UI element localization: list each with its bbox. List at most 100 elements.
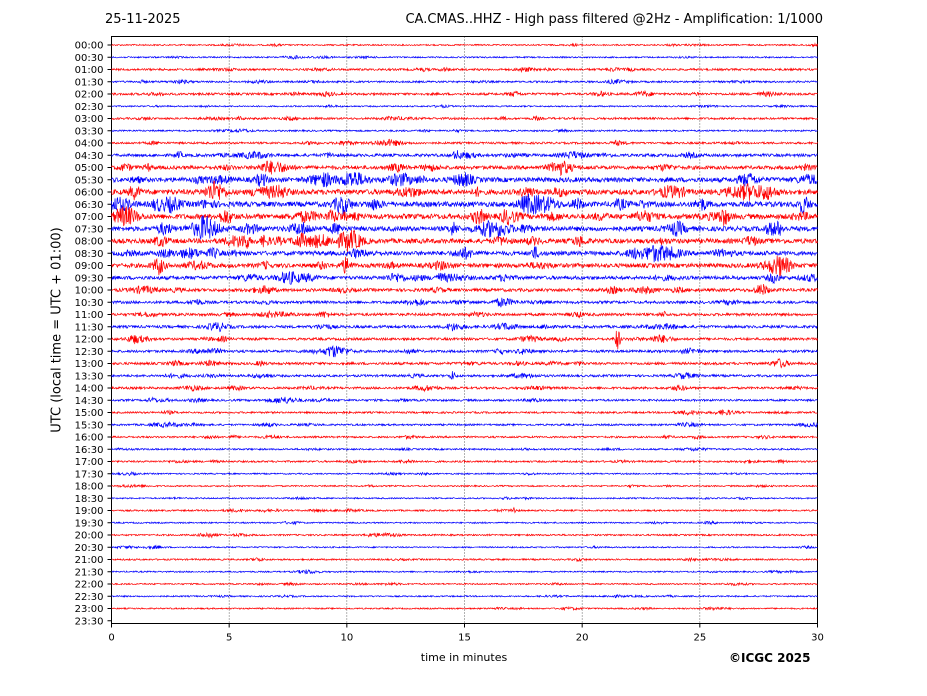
y-tick-label: 09:00 <box>75 261 104 272</box>
x-tick-label: 15 <box>458 633 471 644</box>
trace-0730 <box>111 215 818 241</box>
trace-0400 <box>111 138 818 147</box>
trace-0530 <box>111 172 818 188</box>
x-axis-label: time in minutes <box>420 651 508 664</box>
trace-1100 <box>111 309 818 319</box>
x-tick-label: 25 <box>693 633 706 644</box>
trace-1930 <box>111 520 818 526</box>
y-tick-label: 08:00 <box>75 237 104 248</box>
trace-0130 <box>111 78 818 85</box>
x-tick-label: 10 <box>340 633 353 644</box>
y-tick-label: 14:00 <box>75 384 104 395</box>
trace-1000 <box>111 284 818 295</box>
trace-1130 <box>111 322 818 333</box>
trace-0300 <box>111 115 818 122</box>
y-tick-label: 19:00 <box>75 506 104 517</box>
trace-0230 <box>111 103 818 109</box>
trace-1330 <box>111 371 818 380</box>
trace-1430 <box>111 396 818 404</box>
trace-1400 <box>111 384 818 393</box>
trace-0030 <box>111 54 818 60</box>
y-tick-label: 22:00 <box>75 580 104 591</box>
y-tick-label: 12:00 <box>75 335 104 346</box>
x-tick-label: 5 <box>226 633 232 644</box>
y-tick-label: 20:30 <box>75 543 104 554</box>
y-tick-label: 03:00 <box>75 114 104 125</box>
y-tick-label: 13:30 <box>75 371 104 382</box>
trace-2030 <box>111 544 818 550</box>
y-tick-label: 19:30 <box>75 518 104 529</box>
y-tick-label: 05:00 <box>75 163 104 174</box>
y-tick-label: 17:00 <box>75 457 104 468</box>
y-tick-label: 01:00 <box>75 65 104 76</box>
trace-0930 <box>111 271 818 285</box>
y-tick-label: 16:00 <box>75 433 104 444</box>
y-tick-label: 15:00 <box>75 408 104 419</box>
trace-1500 <box>111 409 818 416</box>
y-tick-label: 04:30 <box>75 151 104 162</box>
y-tick-label: 07:30 <box>75 224 104 235</box>
trace-2230 <box>111 594 818 599</box>
y-tick-label: 18:30 <box>75 494 104 505</box>
y-tick-label: 12:30 <box>75 347 104 358</box>
trace-1030 <box>111 297 818 308</box>
trace-0430 <box>111 150 818 160</box>
y-tick-label: 01:30 <box>75 77 104 88</box>
y-tick-label: 23:00 <box>75 604 104 615</box>
y-tick-label: 09:30 <box>75 273 104 284</box>
y-tick-label: 23:30 <box>75 616 104 627</box>
trace-1800 <box>111 483 818 489</box>
copyright-label: ©ICGC 2025 <box>729 651 811 665</box>
trace-layer <box>111 42 818 612</box>
y-tick-label: 00:00 <box>75 41 104 52</box>
y-tick-label: 21:00 <box>75 555 104 566</box>
trace-1700 <box>111 458 818 465</box>
x-tick-label: 20 <box>576 633 589 644</box>
y-tick-label: 14:30 <box>75 396 104 407</box>
trace-0800 <box>111 229 818 253</box>
y-tick-label: 10:00 <box>75 286 104 297</box>
trace-0700 <box>111 206 818 227</box>
trace-0330 <box>111 128 818 134</box>
trace-2130 <box>111 569 818 575</box>
trace-2300 <box>111 605 818 612</box>
y-tick-label: 18:00 <box>75 482 104 493</box>
y-tick-label: 05:30 <box>75 175 104 186</box>
y-tick-label: 11:30 <box>75 322 104 333</box>
x-tick-label: 0 <box>108 633 114 644</box>
trace-2200 <box>111 581 818 587</box>
y-tick-label: 22:30 <box>75 592 104 603</box>
y-tick-label: 21:30 <box>75 567 104 578</box>
trace-0830 <box>111 244 818 263</box>
y-tick-label: 04:00 <box>75 139 104 150</box>
trace-0630 <box>111 193 818 215</box>
trace-1600 <box>111 434 818 441</box>
y-tick-label: 13:00 <box>75 359 104 370</box>
y-tick-label: 02:30 <box>75 102 104 113</box>
trace-0200 <box>111 89 818 98</box>
trace-2000 <box>111 531 818 539</box>
grid-layer <box>228 36 701 624</box>
y-tick-label: 07:00 <box>75 212 104 223</box>
y-tick-label: 06:30 <box>75 200 104 211</box>
y-tick-label: 02:00 <box>75 90 104 101</box>
trace-1730 <box>111 471 818 477</box>
x-tick-label: 30 <box>811 633 824 644</box>
trace-0500 <box>111 160 818 177</box>
y-tick-label: 08:30 <box>75 249 104 260</box>
trace-1300 <box>111 358 818 369</box>
y-tick-label: 11:00 <box>75 310 104 321</box>
y-tick-label: 15:30 <box>75 420 104 431</box>
chart-title: CA.CMAS..HHZ - High pass filtered @2Hz -… <box>405 12 823 27</box>
trace-1830 <box>111 495 818 501</box>
trace-1630 <box>111 446 818 452</box>
trace-0900 <box>111 255 818 277</box>
y-tick-label: 16:30 <box>75 445 104 456</box>
y-tick-label: 10:30 <box>75 298 104 309</box>
y-tick-label: 06:00 <box>75 188 104 199</box>
date-label: 25-11-2025 <box>105 12 181 27</box>
trace-1900 <box>111 506 818 514</box>
